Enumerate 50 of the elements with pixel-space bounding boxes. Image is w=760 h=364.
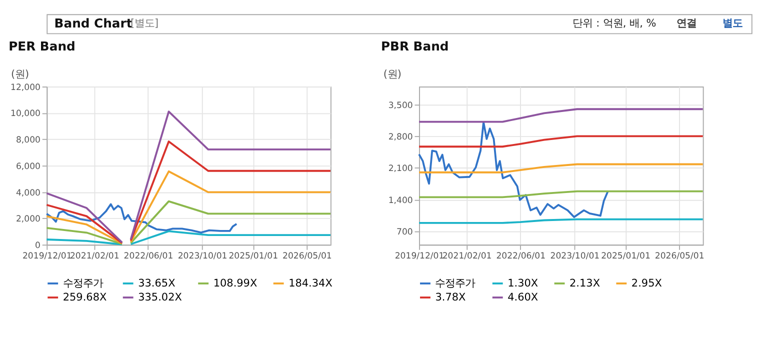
line-series [418, 121, 609, 218]
legend-label: 335.02X [138, 291, 182, 304]
x-tick-label: 2026/05/01 [654, 251, 704, 262]
chart-title: PBR Band [380, 39, 449, 54]
line-series [418, 108, 704, 123]
legend-label: 259.68X [62, 291, 107, 304]
text: 연결 [676, 18, 697, 30]
legend-label: 수정주가 [435, 277, 476, 290]
x-tick-label: 2025/01/01 [228, 251, 278, 262]
x-tick-label: 2026/05/01 [282, 251, 332, 262]
legend-label: 33.65X [138, 277, 176, 290]
y-tick-label: 2,100 [388, 164, 413, 174]
x-tick-label: 2021/02/01 [70, 251, 120, 262]
x-tick-label: 2022/06/01 [496, 251, 546, 262]
y-tick-label: 6,000 [16, 162, 40, 172]
text: Band Chart [54, 16, 132, 30]
legend-label: 108.99X [213, 277, 258, 290]
y-tick-label: 1,400 [388, 196, 413, 206]
y-tick-label: 700 [396, 227, 413, 238]
x-tick-label: 2019/12/01 [394, 251, 444, 262]
line-series [46, 203, 238, 234]
x-tick-label: 2023/10/01 [550, 251, 600, 262]
legend-label: 3.78X [435, 291, 466, 304]
y-tick-label: 3,500 [388, 100, 413, 111]
y-tick-label: 0 [35, 240, 40, 251]
y-tick-label: 12,000 [10, 82, 40, 93]
legend-label: 수정주가 [62, 277, 103, 290]
y-tick-label: 4,000 [16, 188, 40, 198]
chart-title: PER Band [8, 39, 76, 54]
y-tick-label: 10,000 [10, 109, 40, 120]
line-series [418, 135, 704, 148]
legend-label: 184.34X [288, 277, 332, 290]
text: [별도] [130, 18, 159, 30]
y-tick-label: 2,000 [16, 214, 40, 225]
x-tick-label: 2019/12/01 [22, 251, 72, 262]
y-tick-label: 2,800 [388, 132, 413, 143]
legend-label: 2.13X [570, 277, 600, 290]
x-tick-label: 2022/06/01 [124, 251, 174, 262]
legend-label: 4.60X [508, 291, 538, 304]
x-tick-label: 2025/01/01 [601, 251, 650, 262]
legend-label: 2.95X [631, 277, 662, 290]
x-tick-label: 2021/02/01 [442, 251, 492, 262]
y-axis-title: (원) [383, 68, 402, 80]
line-series [418, 163, 704, 174]
legend-label: 1.30X [508, 277, 538, 290]
y-tick-label: 8,000 [16, 136, 40, 146]
y-axis-title: (원) [10, 68, 30, 80]
text: 별도 [722, 18, 742, 30]
x-tick-label: 2023/10/01 [178, 251, 228, 262]
text: 단위 : 억원, 배, % [572, 18, 656, 30]
